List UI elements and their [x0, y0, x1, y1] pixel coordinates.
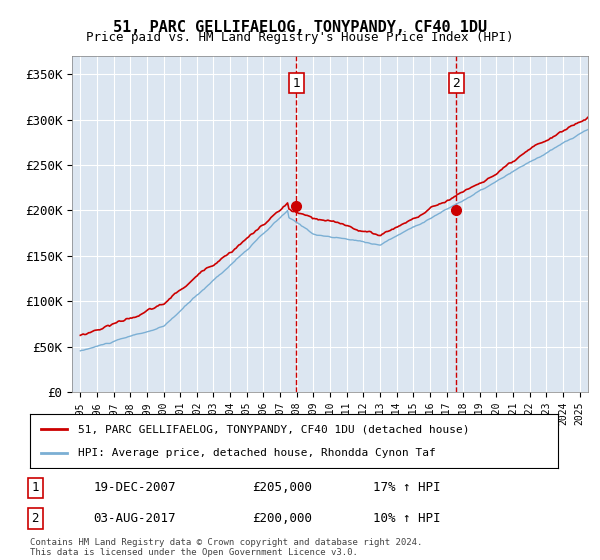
- Text: 03-AUG-2017: 03-AUG-2017: [94, 512, 176, 525]
- Text: Price paid vs. HM Land Registry's House Price Index (HPI): Price paid vs. HM Land Registry's House …: [86, 31, 514, 44]
- Text: 51, PARC GELLIFAELOG, TONYPANDY, CF40 1DU: 51, PARC GELLIFAELOG, TONYPANDY, CF40 1D…: [113, 20, 487, 35]
- Text: 51, PARC GELLIFAELOG, TONYPANDY, CF40 1DU (detached house): 51, PARC GELLIFAELOG, TONYPANDY, CF40 1D…: [77, 424, 469, 435]
- Text: 1: 1: [292, 77, 300, 90]
- Text: 19-DEC-2007: 19-DEC-2007: [94, 481, 176, 494]
- Text: Contains HM Land Registry data © Crown copyright and database right 2024.
This d: Contains HM Land Registry data © Crown c…: [30, 538, 422, 557]
- Text: 1: 1: [32, 481, 39, 494]
- Text: 10% ↑ HPI: 10% ↑ HPI: [373, 512, 440, 525]
- Text: £205,000: £205,000: [252, 481, 312, 494]
- Text: 17% ↑ HPI: 17% ↑ HPI: [373, 481, 440, 494]
- Text: HPI: Average price, detached house, Rhondda Cynon Taf: HPI: Average price, detached house, Rhon…: [77, 447, 435, 458]
- Text: 2: 2: [452, 77, 460, 90]
- Text: 2: 2: [32, 512, 39, 525]
- Text: £200,000: £200,000: [252, 512, 312, 525]
